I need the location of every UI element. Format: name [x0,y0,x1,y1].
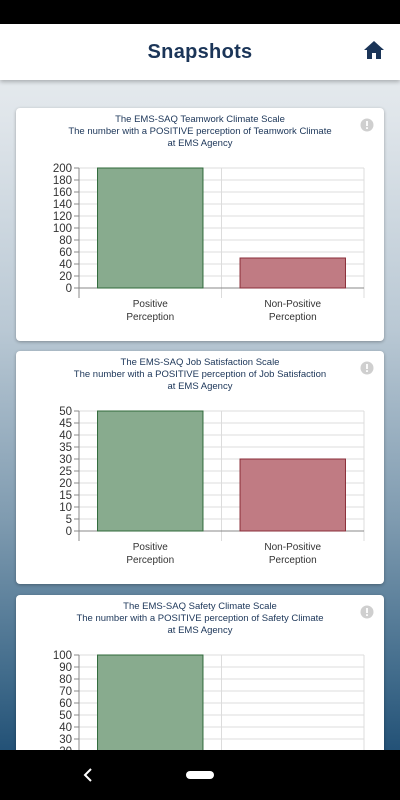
y-tick-label: 25 [59,466,72,478]
y-tick-label: 0 [66,283,72,295]
info-icon[interactable] [360,605,374,619]
y-tick-label: 80 [59,235,72,247]
y-tick-label: 60 [59,247,72,259]
x-category-label: Perception [126,312,174,323]
x-category-label: Positive [133,542,168,553]
x-category-label: Positive [133,299,168,310]
back-icon[interactable] [78,765,98,785]
teamwork-climate-card: The EMS-SAQ Teamwork Climate Scale The n… [16,108,384,341]
safety-climate-chart: 0102030405060708090100PositivePerception… [53,650,365,750]
safety-climate-card: The EMS-SAQ Safety Climate Scale The num… [16,595,384,750]
x-category-label: Perception [269,312,317,323]
positive-bar [97,167,204,289]
card-title-line: The EMS-SAQ Job Satisfaction Scale [120,357,280,368]
card-title: The EMS-SAQ Safety Climate Scale The num… [46,601,354,637]
job-satisfaction-card: The EMS-SAQ Job Satisfaction Scale The n… [16,351,384,584]
y-tick-label: 40 [59,430,72,442]
x-category-label: Non-Positive [264,542,321,553]
card-title: The EMS-SAQ Job Satisfaction Scale The n… [46,357,354,393]
non-positive-bar [239,257,346,289]
y-tick-label: 100 [53,650,72,662]
y-tick-label: 90 [59,662,72,674]
y-tick-label: 10 [59,502,72,514]
card-title-line: at EMS Agency [167,625,233,636]
page-title: Snapshots [147,40,253,63]
positive-bar [97,654,204,750]
y-tick-label: 35 [59,442,72,454]
y-tick-label: 60 [59,698,72,710]
home-pill-button[interactable] [186,771,214,779]
system-nav-bar [0,750,400,800]
y-tick-label: 160 [53,187,72,199]
x-category-label: Non-Positive [264,299,321,310]
y-tick-label: 80 [59,674,72,686]
card-title-line: at EMS Agency [167,381,233,392]
y-tick-label: 180 [53,175,72,187]
y-tick-label: 70 [59,686,72,698]
y-tick-label: 100 [53,223,72,235]
status-bar [0,0,400,24]
y-tick-label: 30 [59,454,72,466]
positive-bar [97,410,204,532]
card-title-line: The number with a POSITIVE perception of… [73,369,327,380]
info-icon[interactable] [360,361,374,375]
snapshot-list[interactable]: The EMS-SAQ Teamwork Climate Scale The n… [0,80,400,750]
y-tick-label: 50 [59,406,72,418]
y-tick-label: 45 [59,418,72,430]
y-tick-label: 15 [59,490,72,502]
x-category-label: Perception [126,555,174,566]
y-tick-label: 20 [59,478,72,490]
info-icon[interactable] [360,118,374,132]
y-tick-label: 140 [53,199,72,211]
card-title-line: The EMS-SAQ Safety Climate Scale [123,601,277,612]
card-title: The EMS-SAQ Teamwork Climate Scale The n… [46,114,354,150]
y-tick-label: 30 [59,734,72,746]
x-category-label: Perception [269,555,317,566]
y-tick-label: 40 [59,259,72,271]
non-positive-bar [239,458,346,532]
y-tick-label: 20 [59,271,72,283]
y-tick-label: 50 [59,710,72,722]
y-tick-label: 40 [59,722,72,734]
home-icon[interactable] [362,38,386,62]
y-tick-label: 120 [53,211,72,223]
y-tick-label: 20 [59,746,72,750]
card-title-line: The number with a POSITIVE perception of… [76,613,324,624]
card-title-line: The number with a POSITIVE perception of… [68,126,332,137]
card-title-line: at EMS Agency [167,138,233,149]
y-tick-label: 200 [53,163,72,175]
app-bar: Snapshots [0,24,400,80]
y-tick-label: 5 [66,514,72,526]
y-tick-label: 0 [66,526,72,538]
card-title-line: The EMS-SAQ Teamwork Climate Scale [115,114,285,125]
